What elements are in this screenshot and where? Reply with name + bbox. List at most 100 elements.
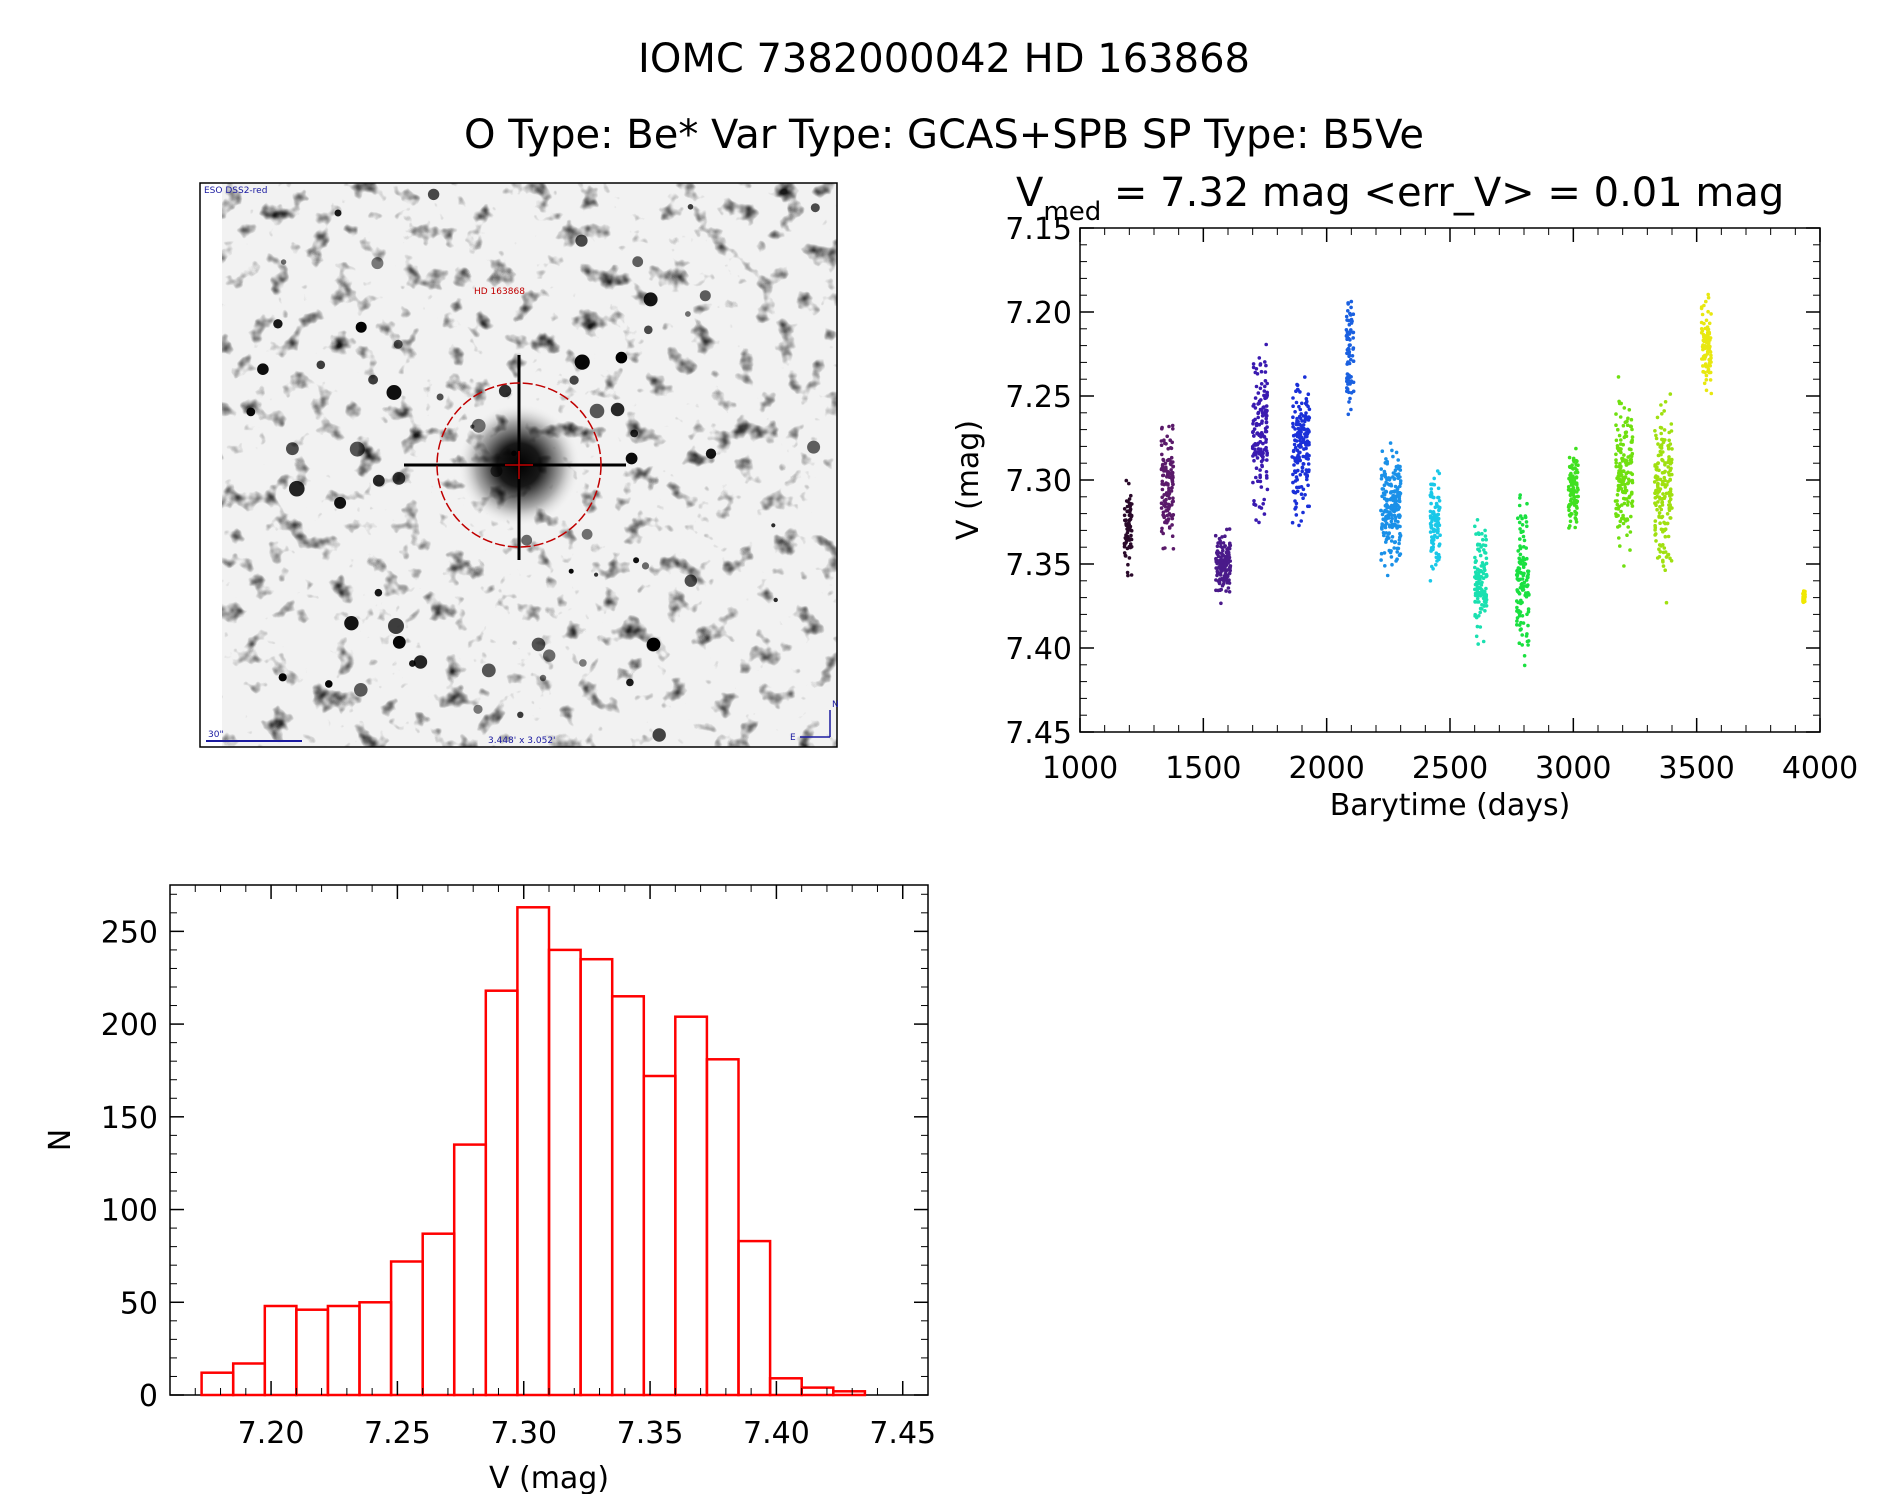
lc-point <box>1384 540 1388 544</box>
lc-point <box>1258 473 1262 478</box>
lc-point <box>1252 458 1256 463</box>
lc-point <box>1701 364 1705 368</box>
hist-xtick-label: 7.30 <box>490 1416 557 1451</box>
field-star <box>531 637 546 652</box>
lc-point <box>1218 541 1223 546</box>
lc-point <box>1344 334 1349 338</box>
lc-point <box>1258 407 1263 412</box>
lc-point <box>1653 533 1657 537</box>
survey-label: ESO DSS2-red <box>204 186 267 196</box>
lc-point <box>1575 486 1580 490</box>
lc-point <box>1521 529 1525 534</box>
lc-point <box>1666 480 1670 484</box>
lc-point <box>1126 562 1130 567</box>
field-star <box>579 659 587 667</box>
lc-point <box>1667 438 1671 443</box>
lc-point <box>1705 351 1710 356</box>
lc-point <box>1662 428 1667 432</box>
lc-point <box>1264 470 1269 474</box>
lc-point <box>1518 544 1522 548</box>
lc-point <box>1385 573 1390 578</box>
lc-point <box>1437 542 1442 546</box>
lc-point <box>1349 317 1354 322</box>
lc-point <box>1615 493 1620 497</box>
lc-point <box>1263 412 1268 416</box>
lc-point <box>1517 520 1522 525</box>
lc-point <box>1572 488 1576 493</box>
lc-point <box>1656 461 1660 465</box>
field-star <box>589 403 605 419</box>
lc-point <box>1294 513 1299 517</box>
lc-point <box>1215 544 1220 549</box>
lc-point <box>1307 442 1311 447</box>
lc-point <box>1481 537 1485 542</box>
lc-point <box>1384 515 1388 519</box>
lc-point <box>1477 577 1481 582</box>
lc-point <box>1663 534 1668 539</box>
lc-point <box>1661 529 1665 534</box>
lc-point <box>1171 427 1175 431</box>
lc-point <box>1626 477 1631 482</box>
lc-point <box>1307 407 1312 412</box>
field-star <box>632 256 644 268</box>
lc-point <box>1475 588 1479 592</box>
lc-point <box>1628 548 1632 552</box>
lc-point <box>1428 530 1433 534</box>
lc-point <box>1160 479 1165 484</box>
field-star <box>687 204 694 210</box>
lc-point <box>1380 473 1384 478</box>
lc-point <box>1665 512 1670 516</box>
field-star <box>699 290 711 302</box>
lc-point <box>1515 619 1519 623</box>
histogram-bars <box>200 906 867 1397</box>
lc-point <box>1670 493 1674 497</box>
lc-point <box>1304 442 1308 446</box>
lc-point <box>1391 509 1395 513</box>
histogram-ticks: 7.20 7.25 7.30 7.35 7.40 7.45 0 50 100 150 200 250 <box>101 885 936 1451</box>
lc-point <box>1699 327 1704 331</box>
lc-point <box>1258 479 1263 484</box>
histogram-bar <box>705 1058 740 1397</box>
lc-point <box>1261 458 1265 462</box>
lc-point <box>1575 499 1579 504</box>
field-star <box>646 637 661 652</box>
lc-point <box>1702 337 1707 341</box>
lc-point <box>1253 417 1257 422</box>
lc-point <box>1483 534 1488 538</box>
lc-point <box>1572 494 1576 499</box>
lc-point <box>1475 596 1480 601</box>
lc-point <box>1653 525 1658 530</box>
lc-point <box>1259 506 1264 510</box>
lc-point <box>1629 417 1634 422</box>
lc-point <box>1262 497 1266 502</box>
lc-point <box>1396 458 1400 462</box>
lc-point <box>1171 460 1175 464</box>
lc-point <box>1261 502 1265 506</box>
lc-point <box>1473 612 1477 617</box>
field-star <box>316 360 326 370</box>
field-star <box>273 319 283 329</box>
lc-point <box>1387 536 1391 540</box>
lc-point <box>1670 457 1674 462</box>
lc-point <box>1516 516 1520 520</box>
lc-point <box>1571 482 1575 486</box>
lc-point <box>1384 489 1388 494</box>
field-star <box>257 363 269 376</box>
lc-point <box>1129 545 1134 549</box>
lc-point <box>1518 628 1523 632</box>
hist-ytick-label: 150 <box>101 1101 158 1136</box>
lc-point <box>1215 573 1219 578</box>
lc-point <box>1623 488 1628 492</box>
lc-point <box>1619 442 1623 446</box>
lc-point <box>1162 499 1167 503</box>
lc-point <box>1653 429 1657 433</box>
figure-subtitle: O Type: Be* Var Type: GCAS+SPB SP Type: … <box>464 112 1424 158</box>
lc-point <box>1260 411 1265 415</box>
lc-point <box>1253 447 1257 452</box>
lc-point <box>1516 600 1520 605</box>
lc-point <box>1295 421 1300 426</box>
lc-point <box>1299 492 1304 497</box>
lc-point <box>1630 435 1635 439</box>
lc-point <box>1522 663 1527 668</box>
